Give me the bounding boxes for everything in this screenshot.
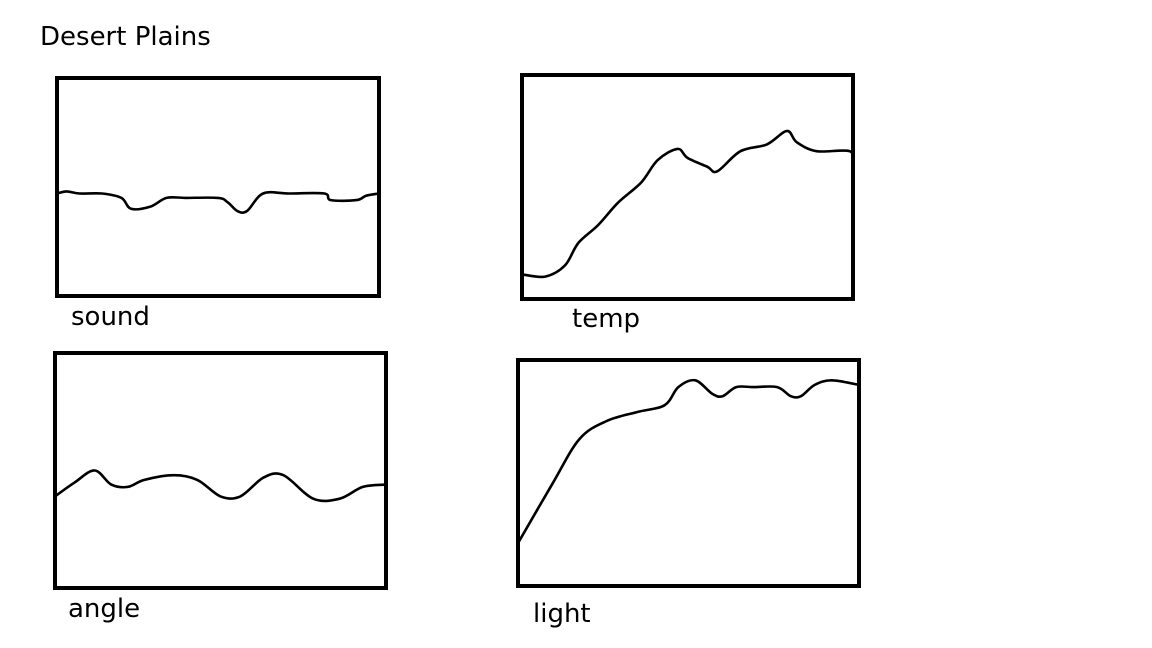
chart-temp-frame: [520, 73, 855, 301]
chart-temp-series-line: [520, 129, 855, 279]
chart-sound-series-line: [55, 190, 381, 214]
chart-temp-label: temp: [572, 304, 641, 334]
chart-light-series-line: [516, 378, 861, 545]
chart-angle-frame: [53, 351, 388, 590]
chart-angle: [53, 351, 388, 590]
chart-sound-label: sound: [71, 302, 150, 332]
chart-sound: [55, 76, 381, 298]
chart-light-frame: [516, 358, 861, 588]
chart-angle-series-line: [53, 469, 388, 503]
chart-sound-frame: [55, 76, 381, 298]
chart-angle-label: angle: [68, 594, 141, 624]
chart-light-label: light: [533, 599, 591, 629]
chart-temp: [520, 73, 855, 301]
page-title: Desert Plains: [40, 22, 211, 52]
chart-light: [516, 358, 861, 588]
